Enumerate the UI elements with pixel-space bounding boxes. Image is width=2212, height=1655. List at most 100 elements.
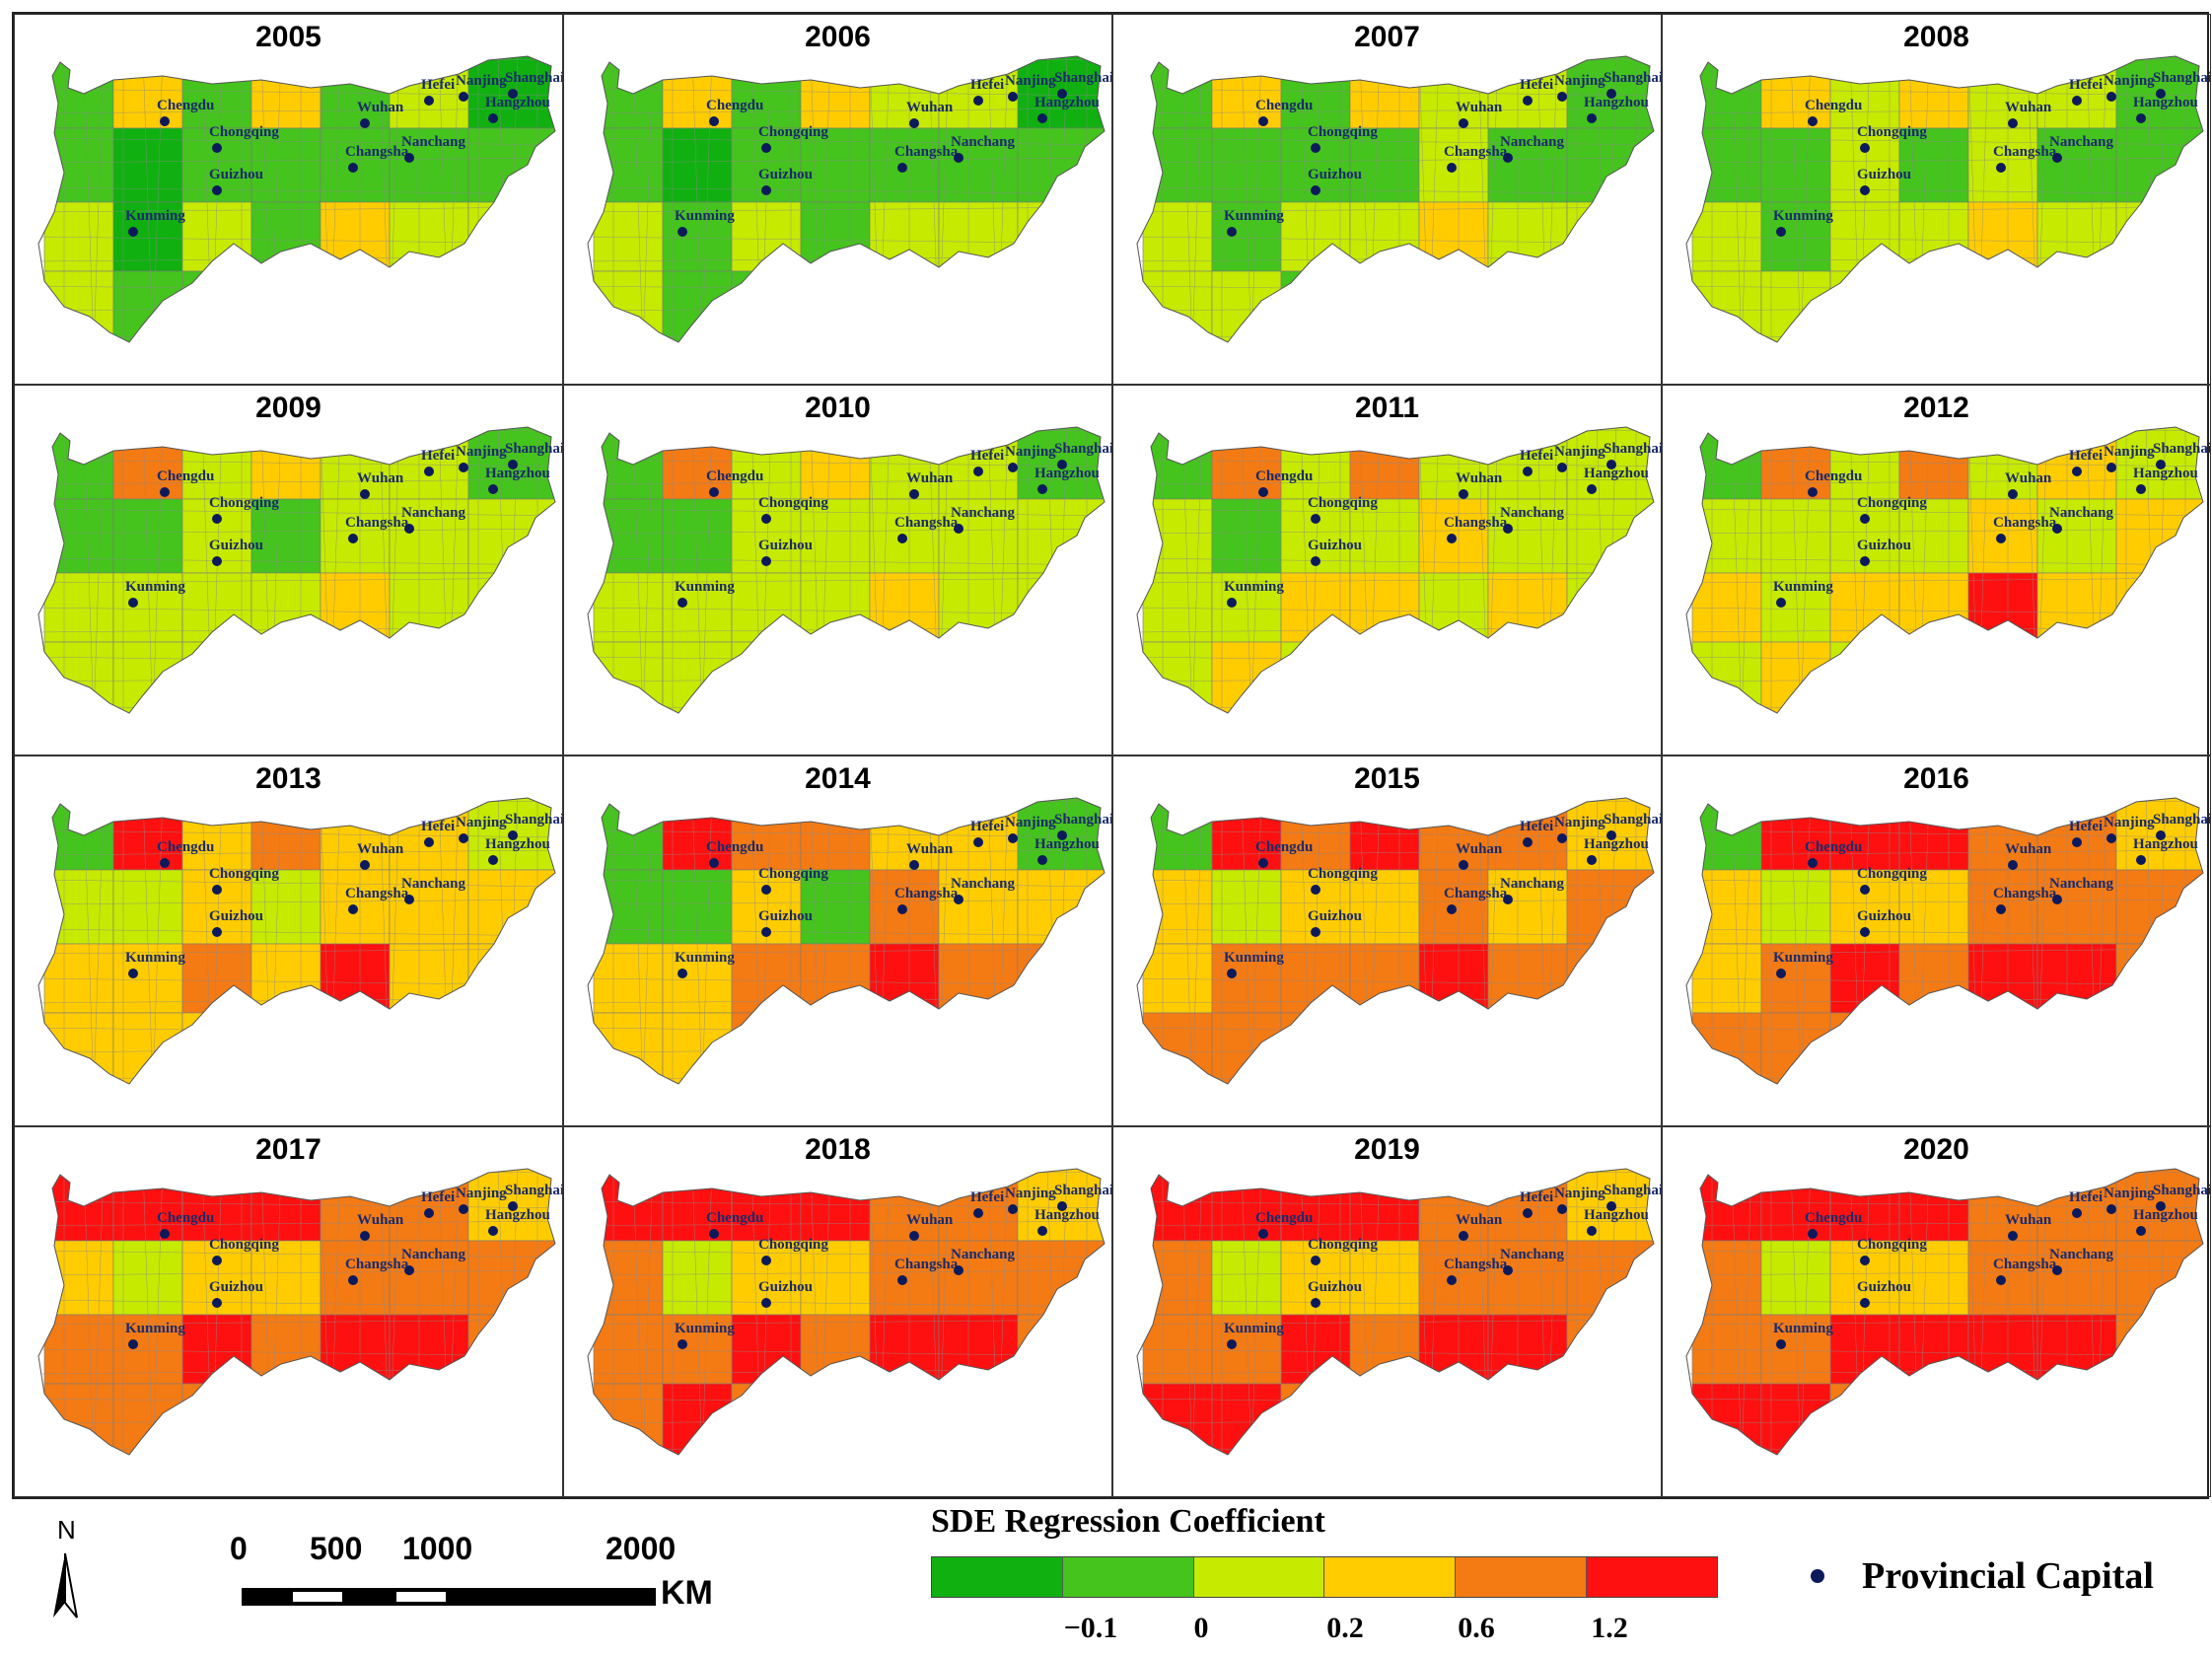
capital-dot-icon xyxy=(2136,1226,2146,1236)
capital-label: Shanghai xyxy=(1604,70,1662,86)
map-region xyxy=(1142,1383,1213,1455)
capital-dot-icon xyxy=(1057,460,1067,469)
map-region xyxy=(250,56,321,129)
map-region xyxy=(250,201,321,272)
map-panel-2007: 2007 Chengdu Chongqing Kunming Guizhou Wuhan C… xyxy=(1112,14,1662,385)
capital-dot-icon xyxy=(1311,185,1320,195)
capital-dot-icon xyxy=(508,1201,518,1211)
map-region xyxy=(731,943,802,1014)
map-region xyxy=(1898,201,1969,272)
map-region xyxy=(1898,943,1969,1014)
map-panel-2015: 2015 Chengdu Chongqing Kunming Guizhou Wuhan C… xyxy=(1112,756,1662,1126)
map-region xyxy=(181,201,252,272)
map-region xyxy=(112,641,183,713)
map-panel-2017: 2017 Chengdu Chongqing Kunming Guizhou Wuhan C… xyxy=(14,1126,563,1497)
capital-dot-icon xyxy=(2156,89,2166,99)
capital-dot-icon xyxy=(360,489,370,499)
capital-label: Chongqing xyxy=(1857,124,1927,140)
map-region xyxy=(389,1240,469,1316)
basin-map xyxy=(1136,426,1655,714)
panel-year: 2008 xyxy=(1903,21,1969,53)
map-region xyxy=(1898,869,1969,945)
capital-label: Chengdu xyxy=(1255,839,1314,855)
capital-label: Wuhan xyxy=(906,1212,954,1228)
capital-label: Guizhou xyxy=(758,908,814,924)
map-region xyxy=(800,201,871,272)
map-region xyxy=(1566,270,1654,342)
capital-label: Nanchang xyxy=(2049,505,2114,521)
map-region xyxy=(2036,572,2117,643)
map-region xyxy=(1349,127,1420,203)
map-region xyxy=(800,1383,871,1455)
map-region xyxy=(1898,1012,1969,1084)
capital-dot-icon xyxy=(1227,1339,1237,1349)
map-region xyxy=(467,1240,555,1316)
map-region xyxy=(250,943,321,1014)
capital-label: Wuhan xyxy=(2005,1212,2052,1228)
capital-dot-icon xyxy=(1008,1204,1018,1214)
capital-label: Hangzhou xyxy=(2133,1207,2198,1223)
capital-dot-icon xyxy=(1258,858,1268,868)
map-region xyxy=(800,1240,871,1316)
capital-label: Kunming xyxy=(675,579,735,595)
capital-dot-icon xyxy=(488,1226,498,1236)
map-region xyxy=(1898,427,1969,500)
capital-label: Hangzhou xyxy=(485,95,550,110)
map-region xyxy=(320,270,391,342)
map-region xyxy=(1760,641,1831,713)
map-region xyxy=(662,798,733,871)
capital-dot-icon xyxy=(508,460,518,469)
capital-label: Chengdu xyxy=(1805,839,1863,855)
capital-label: Chongqing xyxy=(758,124,828,140)
map-region xyxy=(250,641,321,713)
map-region xyxy=(1142,869,1213,945)
capital-dot-icon xyxy=(1459,489,1468,499)
panel-year: 2020 xyxy=(1903,1133,1969,1166)
capital-label: Hangzhou xyxy=(485,1207,550,1223)
scale-bar xyxy=(242,1588,656,1606)
capital-label: Changsha xyxy=(894,1257,959,1272)
capital-label: Hefei xyxy=(1520,77,1554,93)
capital-label: Nanjing xyxy=(1554,73,1605,89)
map-region xyxy=(467,1383,555,1455)
map-region xyxy=(662,572,733,643)
capital-label: Guizhou xyxy=(1857,1279,1912,1295)
map-region xyxy=(1829,943,1900,1014)
capital-label: Nanjing xyxy=(2104,73,2155,89)
capital-dot-icon xyxy=(2052,153,2062,163)
map-region xyxy=(800,869,871,945)
map-region xyxy=(1349,427,1420,500)
capital-dot-icon xyxy=(212,927,222,937)
capital-dot-icon xyxy=(1459,1231,1468,1241)
map-region xyxy=(1017,1012,1105,1084)
map-region xyxy=(389,270,469,342)
map-region xyxy=(938,641,1019,713)
map-region xyxy=(1487,270,1568,342)
capital-dot-icon xyxy=(2106,1204,2116,1214)
capital-dot-icon xyxy=(678,969,687,978)
capital-dot-icon xyxy=(1459,118,1468,128)
capital-dot-icon xyxy=(909,489,919,499)
capital-dot-icon xyxy=(973,1208,983,1218)
capital-dot-icon xyxy=(1037,1226,1047,1236)
capital-dot-icon xyxy=(761,143,771,153)
map-region xyxy=(1566,1383,1654,1455)
map-region xyxy=(2115,498,2203,574)
capital-label: Nanjing xyxy=(1005,444,1056,460)
map-region xyxy=(1280,201,1351,272)
map-region xyxy=(112,869,183,945)
capital-dot-icon xyxy=(909,860,919,870)
capital-dot-icon xyxy=(2072,96,2082,106)
map-region xyxy=(250,1314,321,1385)
map-region xyxy=(1349,869,1420,945)
map-region xyxy=(112,270,183,342)
capital-label: Hefei xyxy=(1520,1189,1554,1205)
map-region xyxy=(800,498,871,574)
capital-label: Changsha xyxy=(345,144,409,160)
capital-dot-icon xyxy=(973,96,983,106)
capital-label: Hangzhou xyxy=(1584,466,1649,481)
capital-label: Wuhan xyxy=(2005,470,2052,486)
map-region xyxy=(43,641,114,713)
legend-tick: 0 xyxy=(1193,1612,1209,1644)
map-region xyxy=(662,641,733,713)
